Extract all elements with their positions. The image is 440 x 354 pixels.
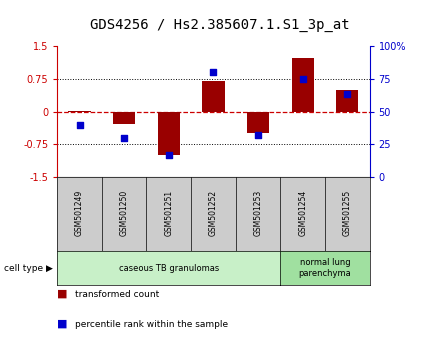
- Text: ■: ■: [57, 289, 68, 298]
- Text: GSM501249: GSM501249: [75, 189, 84, 236]
- Text: GSM501251: GSM501251: [164, 190, 173, 236]
- Point: [344, 92, 351, 97]
- Text: GSM501254: GSM501254: [298, 189, 307, 236]
- Text: GSM501250: GSM501250: [120, 189, 128, 236]
- Text: percentile rank within the sample: percentile rank within the sample: [75, 320, 228, 329]
- Text: transformed count: transformed count: [75, 290, 159, 299]
- Point: [210, 69, 217, 75]
- Bar: [158, 112, 180, 155]
- Bar: [113, 112, 136, 124]
- Point: [121, 135, 128, 141]
- Bar: [202, 81, 224, 112]
- Bar: [68, 111, 91, 112]
- Text: GSM501255: GSM501255: [343, 189, 352, 236]
- Point: [299, 76, 306, 81]
- Point: [165, 152, 172, 158]
- Text: ■: ■: [57, 319, 68, 329]
- Text: GDS4256 / Hs2.385607.1.S1_3p_at: GDS4256 / Hs2.385607.1.S1_3p_at: [90, 18, 350, 32]
- Text: GSM501252: GSM501252: [209, 190, 218, 236]
- Text: caseous TB granulomas: caseous TB granulomas: [119, 264, 219, 273]
- Point: [254, 132, 261, 138]
- Text: normal lung
parenchyma: normal lung parenchyma: [299, 258, 352, 278]
- Bar: [247, 112, 269, 133]
- Text: GSM501253: GSM501253: [253, 189, 263, 236]
- Text: cell type ▶: cell type ▶: [4, 264, 53, 273]
- Point: [76, 122, 83, 127]
- Bar: [292, 58, 314, 112]
- Bar: [336, 90, 359, 112]
